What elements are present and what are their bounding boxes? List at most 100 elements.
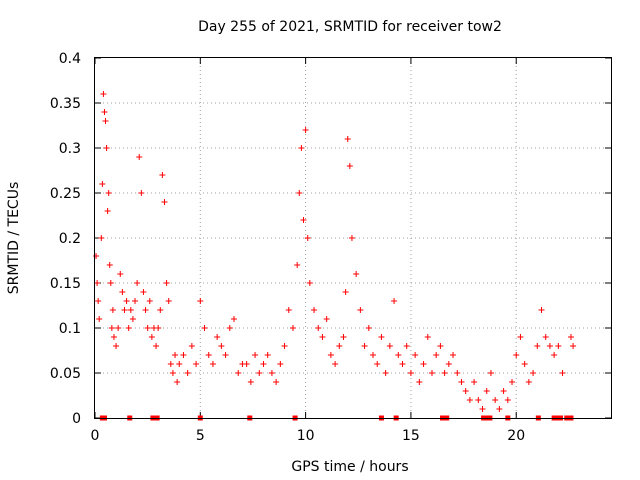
data-point [163, 280, 170, 286]
data-point [479, 406, 486, 412]
data-point [148, 334, 155, 340]
data-point [132, 298, 139, 304]
data-point [264, 352, 271, 358]
data-point [538, 307, 545, 313]
data-point [437, 343, 444, 349]
y-axis-ticks: 0 0.05 0.1 0.15 0.2 0.25 0.3 0.35 0.4 [50, 51, 611, 427]
data-point [101, 109, 108, 115]
data-point [492, 397, 499, 403]
data-point [559, 370, 566, 376]
data-point [370, 352, 377, 358]
data-point [365, 325, 372, 331]
data-point [117, 271, 124, 277]
data-point [530, 370, 537, 376]
data-point [462, 388, 469, 394]
data-point [374, 361, 381, 367]
y-tick-label: 0.35 [50, 96, 81, 112]
y-tick-label: 0.15 [50, 276, 81, 292]
data-point [285, 307, 292, 313]
x-tick-label: 5 [196, 428, 205, 444]
data-point [361, 343, 368, 349]
x-tick-label: 0 [91, 428, 100, 444]
data-point [323, 316, 330, 322]
data-point [134, 280, 141, 286]
data-point [155, 325, 162, 331]
data-point [424, 334, 431, 340]
data-point [193, 361, 200, 367]
data-point [521, 361, 528, 367]
data-point [277, 361, 284, 367]
data-point [169, 370, 176, 376]
data-point [172, 352, 179, 358]
data-point [103, 145, 110, 151]
data-point [454, 370, 461, 376]
y-tick-label: 0.2 [59, 231, 81, 247]
data-point [483, 388, 490, 394]
data-point [315, 325, 322, 331]
data-point [127, 307, 134, 313]
data-point [525, 379, 532, 385]
data-point [214, 334, 221, 340]
data-point [95, 298, 102, 304]
data-point [146, 298, 153, 304]
data-point [342, 289, 349, 295]
data-point [235, 370, 242, 376]
data-point [99, 181, 106, 187]
data-point [218, 343, 225, 349]
data-point [108, 325, 115, 331]
data-point [226, 325, 233, 331]
data-points [93, 91, 577, 412]
data-point [542, 334, 549, 340]
data-point [125, 325, 132, 331]
y-tick-label: 0.3 [59, 141, 81, 157]
data-point [458, 379, 465, 385]
data-point [260, 361, 267, 367]
data-point [102, 118, 109, 124]
data-point [256, 370, 263, 376]
data-point [100, 91, 107, 97]
data-point [123, 298, 130, 304]
y-tick-label: 0.1 [59, 321, 81, 337]
data-point [105, 190, 112, 196]
data-point [433, 352, 440, 358]
x-tick-label: 20 [507, 428, 525, 444]
data-point [197, 298, 204, 304]
data-point [509, 379, 516, 385]
data-point [546, 343, 553, 349]
data-point [138, 190, 145, 196]
data-point [412, 352, 419, 358]
x-axis-label: GPS time / hours [291, 459, 408, 475]
data-point [534, 343, 541, 349]
data-point [344, 136, 351, 142]
data-point [252, 352, 259, 358]
data-point [243, 361, 250, 367]
data-point [273, 379, 280, 385]
data-point [188, 343, 195, 349]
data-point [113, 343, 120, 349]
data-point [378, 334, 385, 340]
data-point [517, 334, 524, 340]
data-point [555, 343, 562, 349]
y-tick-label: 0.25 [50, 186, 81, 202]
x-tick-label: 10 [297, 428, 315, 444]
data-point [144, 325, 151, 331]
y-tick-label: 0.05 [50, 366, 81, 382]
data-point [348, 235, 355, 241]
data-point [441, 370, 448, 376]
data-point [336, 343, 343, 349]
data-point [167, 361, 174, 367]
data-point [471, 379, 478, 385]
chart-title: Day 255 of 2021, SRMTID for receiver tow… [198, 19, 502, 35]
data-point [382, 370, 389, 376]
data-point [428, 370, 435, 376]
data-point [115, 325, 122, 331]
data-point [205, 352, 212, 358]
data-point [296, 190, 303, 196]
data-point [159, 172, 166, 178]
data-point [466, 397, 473, 403]
data-point [165, 298, 172, 304]
data-point [129, 316, 136, 322]
data-point [119, 289, 126, 295]
data-point [294, 262, 301, 268]
